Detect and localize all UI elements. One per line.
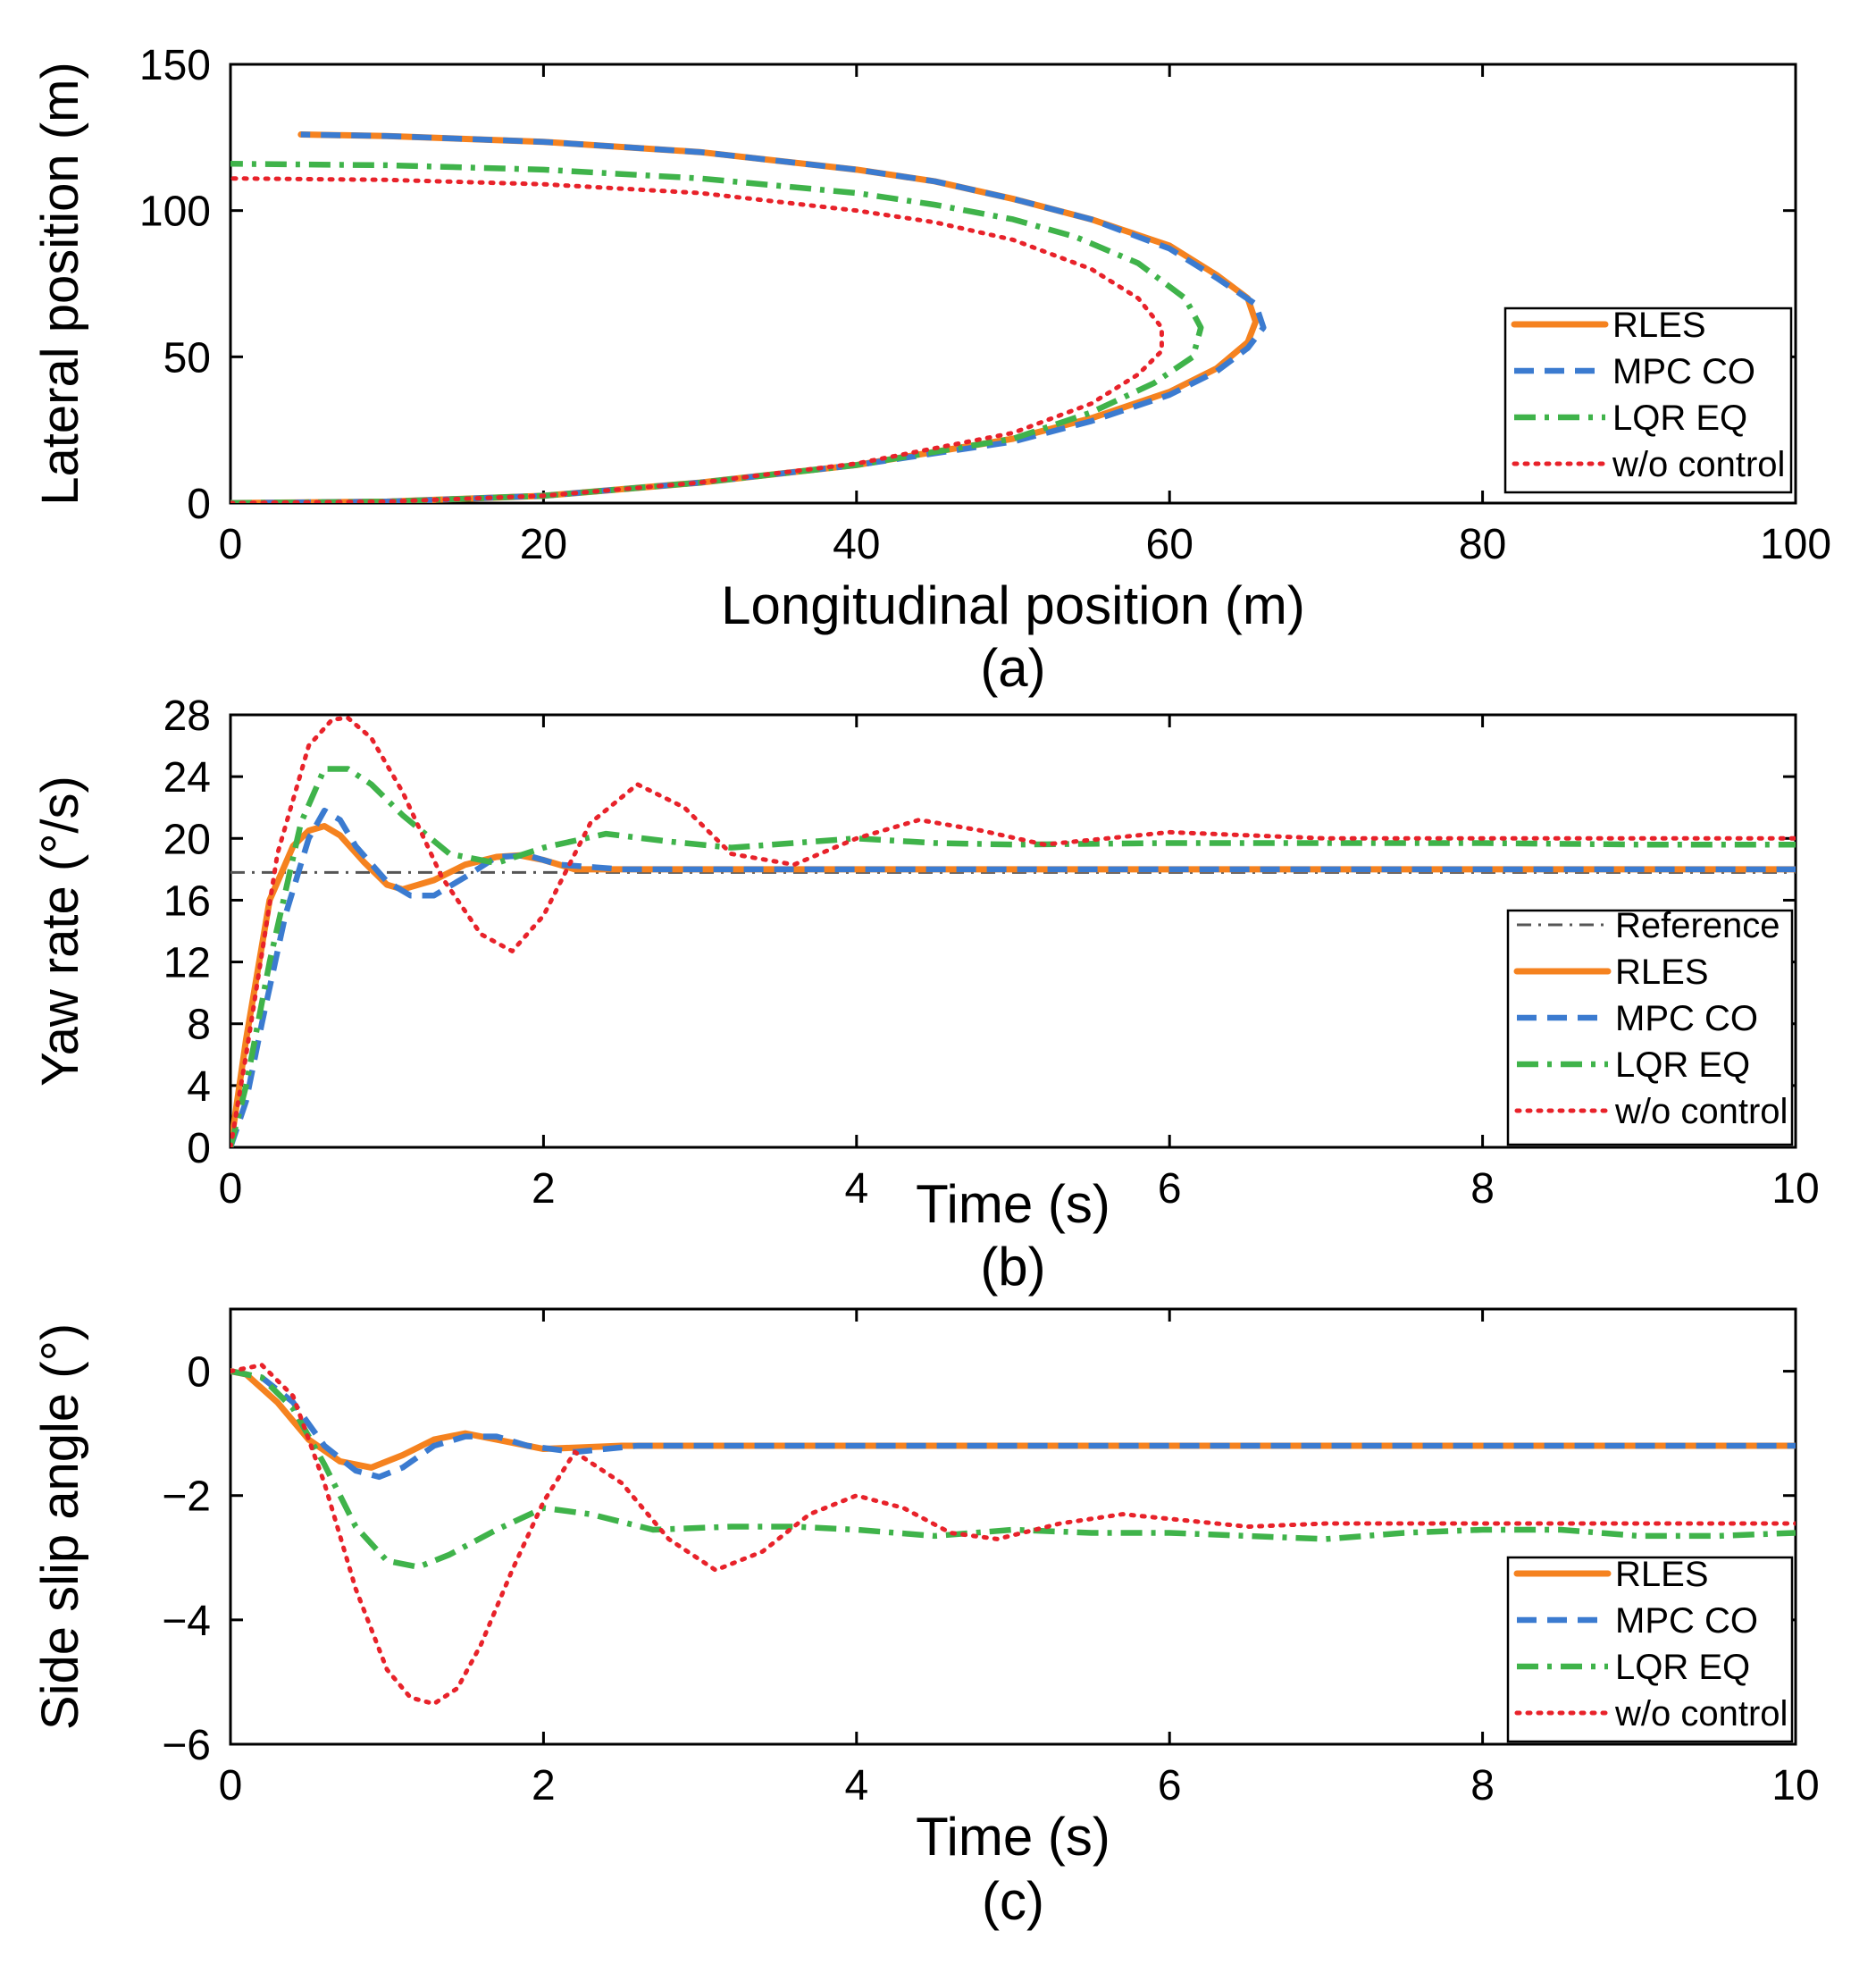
subplot-caption: (b) xyxy=(980,1237,1045,1297)
x-tick-label: 10 xyxy=(1771,1762,1819,1809)
y-axis-label: Yaw rate (°/s) xyxy=(31,776,89,1087)
y-tick-label: 12 xyxy=(163,940,211,987)
y-axis-label: Lateral position (m) xyxy=(31,62,89,505)
x-tick-label: 2 xyxy=(532,1165,556,1213)
x-tick-label: 20 xyxy=(520,521,567,568)
y-tick-label: −2 xyxy=(162,1473,211,1521)
y-tick-label: 100 xyxy=(139,189,211,236)
series-line-w-o-control xyxy=(230,176,1164,503)
x-tick-label: 10 xyxy=(1771,1165,1819,1213)
legend-label: Reference xyxy=(1615,906,1780,945)
series-line-rles xyxy=(230,1368,1796,1471)
legend-label: RLES xyxy=(1615,953,1709,992)
x-tick-label: 4 xyxy=(844,1762,868,1809)
legend-box xyxy=(1506,1556,1794,1743)
legend-label: MPC CO xyxy=(1615,1601,1758,1641)
x-tick-label: 8 xyxy=(1470,1165,1495,1213)
legend: RLES MPC CO LQR EQ w/o control xyxy=(1503,306,1793,494)
series-line-lqr-eq xyxy=(230,161,1204,503)
y-tick-label: 0 xyxy=(187,1349,211,1397)
legend-label: RLES xyxy=(1612,306,1706,345)
plot-frame xyxy=(229,713,1797,1149)
x-tick-label: 40 xyxy=(833,521,880,568)
legend: RLES MPC CO LQR EQ w/o control xyxy=(1506,1555,1794,1743)
y-tick-label: 50 xyxy=(163,334,211,382)
legend-label: MPC CO xyxy=(1612,352,1755,391)
legend-label: w/o control xyxy=(1612,445,1785,484)
x-tick-label: 80 xyxy=(1459,521,1506,568)
legend-label: w/o control xyxy=(1614,1092,1788,1131)
series-group xyxy=(230,1363,1796,1707)
x-axis-label: Longitudinal position (m) xyxy=(721,575,1305,635)
y-tick-label: 150 xyxy=(139,42,211,89)
y-tick-label: 4 xyxy=(187,1063,211,1111)
legend-box xyxy=(1503,306,1793,494)
legend: Reference RLES MPC CO LQR EQ w/o control xyxy=(1506,906,1794,1146)
y-tick-label: 0 xyxy=(187,1125,211,1172)
subplot-caption: (a) xyxy=(980,638,1045,698)
legend-label: LQR EQ xyxy=(1615,1045,1750,1085)
plot-frame xyxy=(229,63,1797,505)
series-line-rles xyxy=(230,131,1260,503)
y-tick-label: 16 xyxy=(163,877,211,925)
x-tick-label: 0 xyxy=(219,1762,243,1809)
chart-a: 0 20 40 60 80 100 0 50 100 150 Lateral position (m… xyxy=(31,42,1831,698)
series-line-lqr-eq xyxy=(230,1368,1796,1570)
legend-label: LQR EQ xyxy=(1615,1648,1750,1687)
series-line-mpc-co xyxy=(230,807,1796,1147)
y-tick-label: 20 xyxy=(163,816,211,863)
y-tick-label: 0 xyxy=(187,481,211,528)
legend-label: MPC CO xyxy=(1615,999,1758,1038)
legend-label: RLES xyxy=(1615,1555,1709,1594)
series-line-mpc-co xyxy=(230,1368,1796,1481)
y-axis-label: Side slip angle (°) xyxy=(31,1323,89,1730)
series-group xyxy=(230,715,1796,1147)
y-tick-label: 8 xyxy=(187,1002,211,1049)
series-group xyxy=(230,131,1267,503)
y-tick-label: −6 xyxy=(162,1722,211,1769)
x-tick-label: 0 xyxy=(219,1165,243,1213)
x-tick-label: 2 xyxy=(532,1762,556,1809)
plot-frame xyxy=(229,1307,1797,1746)
x-tick-label: 0 xyxy=(219,521,243,568)
series-line-mpc-co xyxy=(230,131,1267,503)
series-line-lqr-eq xyxy=(230,766,1796,1147)
chart-c: 0 2 4 6 8 10 −6 −4 −2 0 Side slip angle (°) Time (s… xyxy=(31,1307,1820,1931)
x-tick-label: 6 xyxy=(1158,1165,1182,1213)
x-axis-label: Time (s) xyxy=(916,1174,1110,1234)
x-tick-label: 8 xyxy=(1470,1762,1495,1809)
subplot-caption: (c) xyxy=(982,1871,1044,1931)
x-tick-label: 6 xyxy=(1158,1762,1182,1809)
y-tick-label: 28 xyxy=(163,693,211,740)
legend-label: LQR EQ xyxy=(1612,399,1747,438)
y-tick-label: 24 xyxy=(163,754,211,802)
series-line-w-o-control xyxy=(230,1363,1796,1707)
series-line-w-o-control xyxy=(230,715,1796,1147)
y-tick-label: −4 xyxy=(162,1598,211,1645)
x-tick-label: 4 xyxy=(844,1165,868,1213)
legend-label: w/o control xyxy=(1614,1694,1788,1733)
x-tick-label: 100 xyxy=(1760,521,1831,568)
x-axis-label: Time (s) xyxy=(916,1807,1110,1867)
legend-box xyxy=(1506,909,1794,1146)
x-tick-label: 60 xyxy=(1146,521,1193,568)
